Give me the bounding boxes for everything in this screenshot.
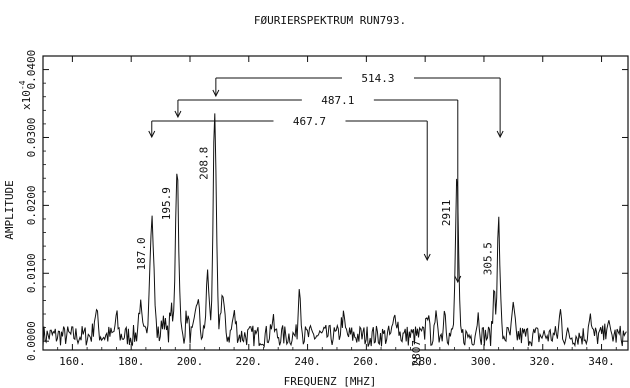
x-tick-label: 300. [471,355,498,368]
chart-title: FØURIERSPEKTRUM RUN793. [254,14,406,27]
arrow-head-left [148,130,156,139]
plot-frame [42,55,629,351]
x-tick-label: 240. [294,355,321,368]
arrow-head-right [496,130,504,139]
y-axis: 0.0000 0.0100 0.0200 0.0300 0.0400 [25,50,628,361]
x-tick-label: 260. [353,355,380,368]
y-tick-label: 0.0300 [25,118,38,158]
arrow-head-right [423,253,431,262]
difference-label: 514.3 [361,72,394,85]
difference-label: 467.7 [293,115,326,128]
arrow-head-right [454,275,462,284]
x-tick-label: 220. [236,355,263,368]
x-tick-label: 160. [59,355,86,368]
x-tick-label: 280. [412,355,439,368]
peak-label: 187.0 [135,237,148,270]
x-axis-label: FREQUENZ [MHZ] [284,375,377,388]
peak-label: 195.9 [160,187,173,220]
y-axis-label: AMPLITUDE [3,180,16,240]
x-tick-label: 180. [118,355,145,368]
peak-label: 2807 [410,340,423,367]
spectrum-line [42,113,627,348]
y-tick-label: 0.0000 [25,321,38,361]
x-tick-label: 320. [529,355,556,368]
arrow-head-left [212,89,220,98]
y-axis-multiplier: x10-4 [18,80,33,110]
y-tick-label: 0.0200 [25,186,38,226]
difference-arrows: 514.3 487.1 467.7 [148,72,504,284]
x-axis: 160. 180. 200. 220. 240. 260. 280. 300. 320. 340. [42,56,617,368]
peak-label: 2911 [440,200,453,227]
peak-label: 305.5 [482,242,495,275]
x-tick-label: 200. [177,355,204,368]
y-multiplier-base: x10 [20,90,33,110]
y-tick-label: 0.0400 [25,50,38,90]
y-multiplier-label: x10-4 [18,80,33,110]
y-tick-label: 0.0100 [25,253,38,293]
arrow-head-left [174,110,182,119]
peak-label: 208.8 [198,147,211,180]
peak-labels: 187.0 195.9 208.8 2807 2911 305.5 [135,147,495,367]
difference-label: 487.1 [321,94,354,107]
y-multiplier-exponent: -4 [18,80,27,90]
x-tick-label: 340. [588,355,615,368]
